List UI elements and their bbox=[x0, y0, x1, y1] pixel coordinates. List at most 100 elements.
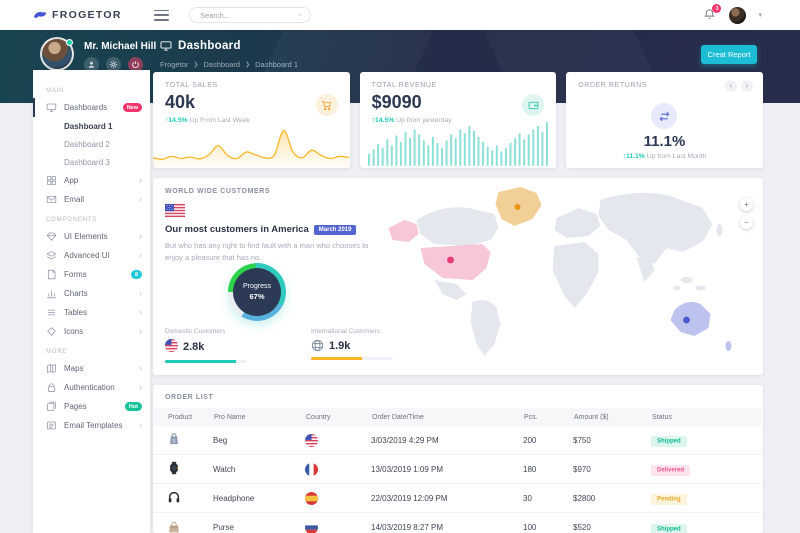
sidebar-item-pages[interactable]: Pages Hot bbox=[33, 397, 150, 416]
chevron-right-icon: › bbox=[139, 231, 142, 241]
domestic-customers-stat: Domestic Customers 2.8k bbox=[165, 328, 247, 363]
worldwide-description: But who has any right to find fault with… bbox=[165, 241, 369, 262]
person-icon bbox=[88, 61, 95, 68]
sidebar-item-authentication[interactable]: Authentication › bbox=[33, 378, 150, 397]
world-map[interactable] bbox=[385, 184, 753, 369]
sidebar-item-email-templates[interactable]: Email Templates › bbox=[33, 416, 150, 435]
power-icon bbox=[132, 61, 139, 69]
chevron-down-icon[interactable]: ▾ bbox=[758, 12, 762, 19]
cart-icon bbox=[315, 94, 338, 116]
file-icon bbox=[46, 269, 57, 280]
frog-logo-icon bbox=[33, 11, 47, 19]
sidebar-badge: Hot bbox=[124, 402, 142, 411]
settings-button[interactable] bbox=[106, 57, 121, 72]
breadcrumb-item[interactable]: Frogetor bbox=[160, 60, 189, 69]
search-input[interactable] bbox=[198, 9, 299, 21]
sidebar-item-charts[interactable]: Charts › bbox=[33, 284, 150, 303]
table-row[interactable]: Beg 3/03/2019 4:29 PM 200 $750 Shipped bbox=[153, 426, 763, 455]
table-row[interactable]: Purse 14/03/2019 8:27 PM 100 $520 Shipped bbox=[153, 513, 763, 533]
sales-delta: ↑14.5% Up From Last Week bbox=[165, 117, 250, 124]
sales-value: 40k bbox=[165, 92, 196, 112]
table-row[interactable]: Watch 13/03/2019 1:09 PM 180 $970 Delivered bbox=[153, 455, 763, 484]
create-report-button[interactable]: Creat Report bbox=[701, 45, 757, 64]
order-amount: $970 bbox=[573, 464, 591, 474]
product-name: Watch bbox=[213, 464, 236, 474]
order-pcs: 180 bbox=[523, 464, 537, 474]
sales-sparkline-chart bbox=[153, 129, 349, 168]
search-bar[interactable] bbox=[189, 7, 311, 23]
breadcrumb-item[interactable]: Dashboard bbox=[203, 60, 241, 69]
progress-label: Progress bbox=[242, 283, 271, 290]
date-badge: March 2019 bbox=[313, 225, 357, 235]
map-zoom-out-button[interactable]: − bbox=[740, 216, 753, 229]
order-pcs: 30 bbox=[523, 493, 532, 503]
logout-button[interactable] bbox=[128, 57, 143, 72]
top-navbar: FROGETOR 3 ▾ bbox=[0, 0, 800, 30]
chevron-right-icon: › bbox=[139, 382, 142, 392]
sidebar-nav: MAIN Dashboards New Dashboard 1 Dashboard 2 D… bbox=[33, 88, 150, 435]
sidebar-item-tables[interactable]: Tables › bbox=[33, 303, 150, 322]
brand-logo[interactable]: FROGETOR bbox=[33, 9, 150, 21]
revenue-bar-chart bbox=[367, 122, 548, 166]
worldwide-customers-card: WORLD WIDE CUSTOMERS Our most customers … bbox=[153, 178, 763, 375]
next-arrow-button[interactable]: › bbox=[740, 80, 753, 92]
sidebar-section-label: MAIN bbox=[46, 88, 65, 94]
returns-delta: ↑11.1% Up from Last Month bbox=[622, 153, 707, 160]
breadcrumb-item-current: Dashboard 1 bbox=[255, 60, 299, 69]
brand-name: FROGETOR bbox=[52, 9, 122, 21]
sidebar-item-maps[interactable]: Maps › bbox=[33, 359, 150, 378]
pages-icon bbox=[46, 401, 57, 412]
order-date: 13/03/2019 1:09 PM bbox=[371, 464, 444, 474]
bar-chart-icon bbox=[46, 288, 57, 299]
sidebar-item-icons[interactable]: Icons › bbox=[33, 322, 150, 341]
card-title: TOTAL REVENUE bbox=[371, 82, 437, 89]
order-pcs: 100 bbox=[523, 523, 537, 532]
menu-toggle-icon[interactable] bbox=[154, 9, 169, 21]
map-icon bbox=[46, 363, 57, 374]
sidebar-item-dashboard-3[interactable]: Dashboard 3 bbox=[64, 157, 110, 167]
profile-avatar[interactable] bbox=[40, 37, 74, 71]
map-zoom-in-button[interactable]: + bbox=[740, 198, 753, 211]
sidebar-item-dashboard-1[interactable]: Dashboard 1 bbox=[64, 121, 113, 131]
purse-icon bbox=[167, 521, 181, 533]
sidebar-badge: 8 bbox=[130, 270, 142, 279]
profile-button[interactable] bbox=[84, 57, 99, 72]
chevron-right-icon: › bbox=[139, 288, 142, 298]
prev-arrow-button[interactable]: ‹ bbox=[724, 80, 737, 92]
gem-icon bbox=[46, 231, 57, 242]
order-date: 14/03/2019 8:27 PM bbox=[371, 523, 444, 532]
sidebar-item-app[interactable]: App › bbox=[33, 171, 150, 190]
monitor-icon bbox=[160, 41, 172, 51]
sidebar-item-advanced-ui[interactable]: Advanced UI › bbox=[33, 246, 150, 265]
sidebar-section-label: COMPONENTS bbox=[46, 217, 98, 223]
sidebar-item-dashboards[interactable]: Dashboards New bbox=[33, 98, 150, 117]
sidebar-item-dashboard-2[interactable]: Dashboard 2 bbox=[64, 139, 110, 149]
total-sales-card: TOTAL SALES 40k ↑14.5% Up From Last Week bbox=[153, 72, 350, 168]
sidebar-section-label: MORE bbox=[46, 349, 68, 355]
order-returns-card: ORDER RETURNS ‹ › 11.1% ↑11.1% Up from L… bbox=[566, 72, 763, 168]
chevron-right-icon: › bbox=[139, 250, 142, 260]
notification-count-badge: 3 bbox=[712, 4, 722, 13]
es-flag-icon bbox=[305, 491, 371, 505]
product-name: Purse bbox=[213, 523, 234, 532]
notifications-button[interactable]: 3 bbox=[703, 4, 722, 22]
order-amount: $2800 bbox=[573, 493, 596, 503]
sidebar-item-ui-elements[interactable]: UI Elements › bbox=[33, 227, 150, 246]
order-list-card: ORDER LIST Product Pro Name Country Orde… bbox=[153, 385, 763, 533]
us-flag-icon bbox=[305, 433, 371, 447]
profile-name: Mr. Michael Hill bbox=[84, 41, 157, 52]
card-title: TOTAL SALES bbox=[165, 82, 218, 89]
chevron-right-icon: › bbox=[139, 420, 142, 430]
sidebar-item-forms[interactable]: Forms 8 bbox=[33, 265, 150, 284]
order-amount: $750 bbox=[573, 435, 591, 445]
table-icon bbox=[46, 307, 57, 318]
gear-icon bbox=[109, 60, 118, 69]
table-row[interactable]: Headphone 22/03/2019 12:09 PM 30 $2800 Pendi… bbox=[153, 484, 763, 513]
us-flag-icon bbox=[165, 204, 185, 217]
lock-icon bbox=[46, 382, 57, 393]
sidebar-item-email[interactable]: Email › bbox=[33, 190, 150, 209]
section-title: ORDER LIST bbox=[165, 394, 214, 401]
revenue-delta: ↑14.5% Up from yesterday bbox=[371, 117, 452, 124]
progress-value: 67% bbox=[249, 292, 265, 301]
user-avatar[interactable] bbox=[729, 6, 747, 24]
